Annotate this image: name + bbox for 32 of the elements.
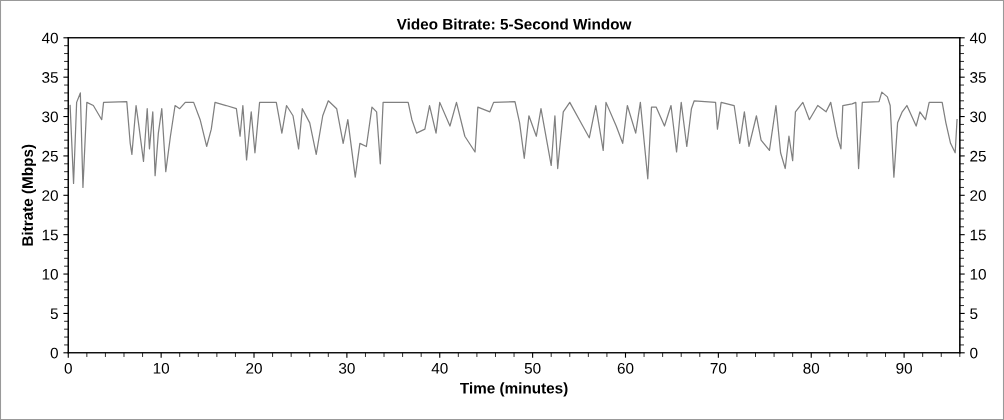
x-tick-label: 70	[710, 362, 727, 374]
y-tick-label: 30	[42, 111, 58, 123]
y2-tick-label: 10	[970, 268, 986, 280]
y-tick-label: 0	[50, 347, 58, 359]
chart-title: Video Bitrate: 5-Second Window	[396, 18, 632, 30]
y2-tick-label: 5	[970, 308, 978, 320]
x-tick-label: 0	[64, 362, 72, 374]
y-tick-label: 10	[42, 268, 58, 280]
y2-tick-label: 20	[970, 190, 986, 201]
y-tick-label: 5	[50, 308, 58, 320]
x-tick-label: 50	[524, 362, 541, 374]
x-tick-label: 80	[803, 362, 820, 374]
x-tick-label: 90	[896, 362, 912, 374]
y2-tick-label: 15	[970, 229, 986, 241]
y2-tick-label: 30	[970, 111, 986, 123]
x-tick-label: 20	[246, 362, 262, 374]
x-tick-label: 10	[153, 362, 170, 374]
y2-tick-label: 0	[970, 347, 978, 359]
y-tick-label: 20	[42, 190, 58, 201]
y2-tick-label: 25	[970, 150, 986, 162]
y-tick-label: 35	[42, 72, 58, 83]
x-tick-label: 30	[338, 362, 355, 374]
y2-tick-label: 35	[970, 72, 986, 83]
y-tick-label: 15	[42, 229, 58, 241]
line-series	[69, 91, 958, 189]
y2-tick-label: 40	[969, 32, 986, 44]
x-tick-label: 40	[431, 362, 448, 374]
y-axis-title: Bitrate (Mbps)	[21, 144, 36, 246]
x-axis-title: Time (minutes)	[460, 382, 568, 397]
x-tick-label: 60	[617, 362, 634, 374]
y-tick-label: 40	[41, 32, 58, 44]
y-tick-label: 25	[42, 150, 58, 162]
